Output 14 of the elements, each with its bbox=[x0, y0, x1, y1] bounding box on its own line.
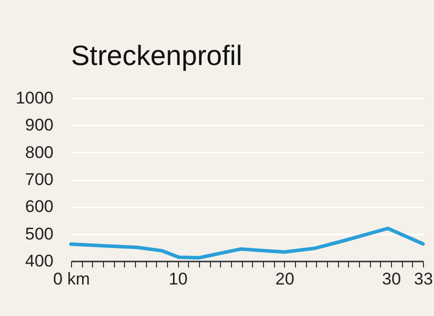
chart-title: Streckenprofil bbox=[71, 40, 242, 71]
x-tick-label: 30 bbox=[382, 270, 401, 288]
x-tick-label: 20 bbox=[275, 270, 294, 288]
line-series bbox=[69, 226, 425, 260]
y-tick-label: 700 bbox=[25, 170, 54, 189]
y-tick-label: 400 bbox=[25, 252, 54, 270]
x-tick-label: 10 bbox=[168, 270, 188, 288]
y-tick-label: 1000 bbox=[16, 88, 54, 108]
y-tick-label: 600 bbox=[25, 197, 54, 216]
y-tick-label: 800 bbox=[25, 142, 54, 162]
x-tick-label: 0 km bbox=[53, 270, 90, 288]
x-tick-label: 33 bbox=[414, 270, 433, 288]
y-tick-label: 500 bbox=[25, 224, 54, 244]
y-tick-label: 900 bbox=[25, 116, 54, 135]
